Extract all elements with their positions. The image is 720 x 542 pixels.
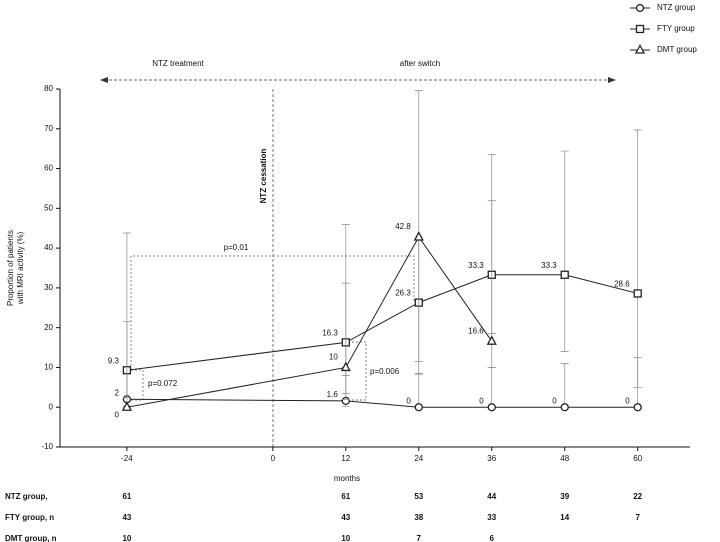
- x-tick-label: 48: [560, 454, 569, 463]
- legend-marker: [634, 44, 646, 54]
- table-count: 43: [122, 513, 131, 522]
- y-tick-label: 0: [49, 402, 54, 411]
- marker: [633, 289, 642, 298]
- marker: [486, 335, 497, 345]
- arrow-head: [100, 77, 108, 83]
- p-value: p=0.072: [148, 379, 178, 388]
- table-row-label: FTY group, n: [5, 513, 54, 522]
- data-label: 0: [625, 396, 630, 405]
- x-tick-label: -24: [121, 454, 133, 463]
- x-tick-label: 0: [271, 454, 276, 463]
- p-bracket: [130, 255, 415, 370]
- table-count: 38: [414, 513, 423, 522]
- p-bracket: [131, 369, 144, 401]
- x-tick-label: 24: [414, 454, 423, 463]
- series-line: [126, 236, 493, 408]
- y-axis-label: Proportion of patients: [6, 230, 15, 306]
- table-count: 61: [341, 492, 350, 501]
- table-count: 22: [633, 492, 642, 501]
- x-tick-label: 36: [487, 454, 496, 463]
- table-count: 6: [490, 534, 495, 542]
- data-label: 26.3: [395, 289, 411, 298]
- table-count: 33: [487, 513, 496, 522]
- table-count: 53: [414, 492, 423, 501]
- data-label: 42.8: [395, 222, 411, 231]
- y-tick-label: 40: [44, 243, 53, 252]
- data-label: 16.3: [322, 328, 338, 337]
- data-label: 10: [329, 353, 338, 362]
- legend-label: NTZ group: [657, 3, 696, 12]
- legend-label: DMT group: [657, 45, 697, 54]
- error-bar: [122, 321, 131, 408]
- marker: [413, 231, 424, 241]
- p-value: p=0.006: [370, 367, 400, 376]
- period-label: after switch: [400, 59, 440, 68]
- error-bar: [560, 363, 569, 408]
- arrow-head: [608, 77, 616, 83]
- cessation-label: NTZ cessation: [259, 149, 268, 204]
- table-count: 7: [417, 534, 422, 542]
- y-tick-label: 10: [44, 363, 53, 372]
- p-bracket: [352, 341, 367, 401]
- data-label: 0: [552, 396, 557, 405]
- y-tick-label: 60: [44, 164, 53, 173]
- marker: [487, 403, 496, 412]
- marker: [414, 403, 423, 412]
- x-tick-label: 12: [341, 454, 350, 463]
- table-count: 39: [560, 492, 569, 501]
- error-bar: [560, 150, 569, 352]
- y-axis-label: with MRI activity (%): [16, 231, 25, 305]
- marker: [121, 401, 132, 411]
- marker: [560, 270, 569, 279]
- legend-label: FTY group: [657, 24, 695, 33]
- table-row-label: NTZ group,: [5, 492, 48, 501]
- period-label: NTZ treatment: [152, 59, 204, 68]
- error-bar: [414, 373, 423, 408]
- x-tick-label: 60: [633, 454, 642, 463]
- table-count: 14: [560, 513, 569, 522]
- marker: [560, 403, 569, 412]
- marker: [340, 361, 351, 372]
- p-value: p=0.01: [224, 243, 249, 252]
- data-label: 0: [114, 410, 119, 419]
- data-label: 1.6: [327, 390, 339, 399]
- data-label: 16.6: [468, 326, 484, 335]
- error-bar: [633, 129, 642, 388]
- marker: [633, 403, 642, 412]
- y-tick-label: 50: [44, 203, 53, 212]
- data-label: 0: [406, 396, 411, 405]
- y-tick-label: -10: [41, 442, 53, 451]
- y-tick-label: 20: [44, 323, 53, 332]
- data-label: 28.6: [614, 280, 630, 289]
- error-bar: [341, 282, 350, 400]
- y-tick-label: 70: [44, 124, 53, 133]
- error-bar: [487, 367, 496, 408]
- x-axis-label: months: [334, 474, 360, 483]
- table-row-label: DMT group, n: [5, 534, 57, 542]
- series-line: [126, 398, 638, 408]
- table-count: 43: [341, 513, 350, 522]
- data-label: 9.3: [108, 356, 120, 365]
- data-label: 33.3: [468, 261, 484, 270]
- series-line: [126, 274, 638, 371]
- table-count: 10: [122, 534, 131, 542]
- table-count: 44: [487, 492, 496, 501]
- data-label: 33.3: [541, 261, 557, 270]
- data-label: 0: [479, 396, 484, 405]
- y-tick-label: 80: [44, 84, 53, 93]
- y-tick-label: 30: [44, 283, 53, 292]
- legend-marker: [635, 24, 645, 34]
- data-label: 2: [114, 388, 119, 397]
- table-count: 10: [341, 534, 350, 542]
- table-count: 61: [122, 492, 131, 501]
- legend-marker: [635, 3, 645, 13]
- table-count: 7: [635, 513, 640, 522]
